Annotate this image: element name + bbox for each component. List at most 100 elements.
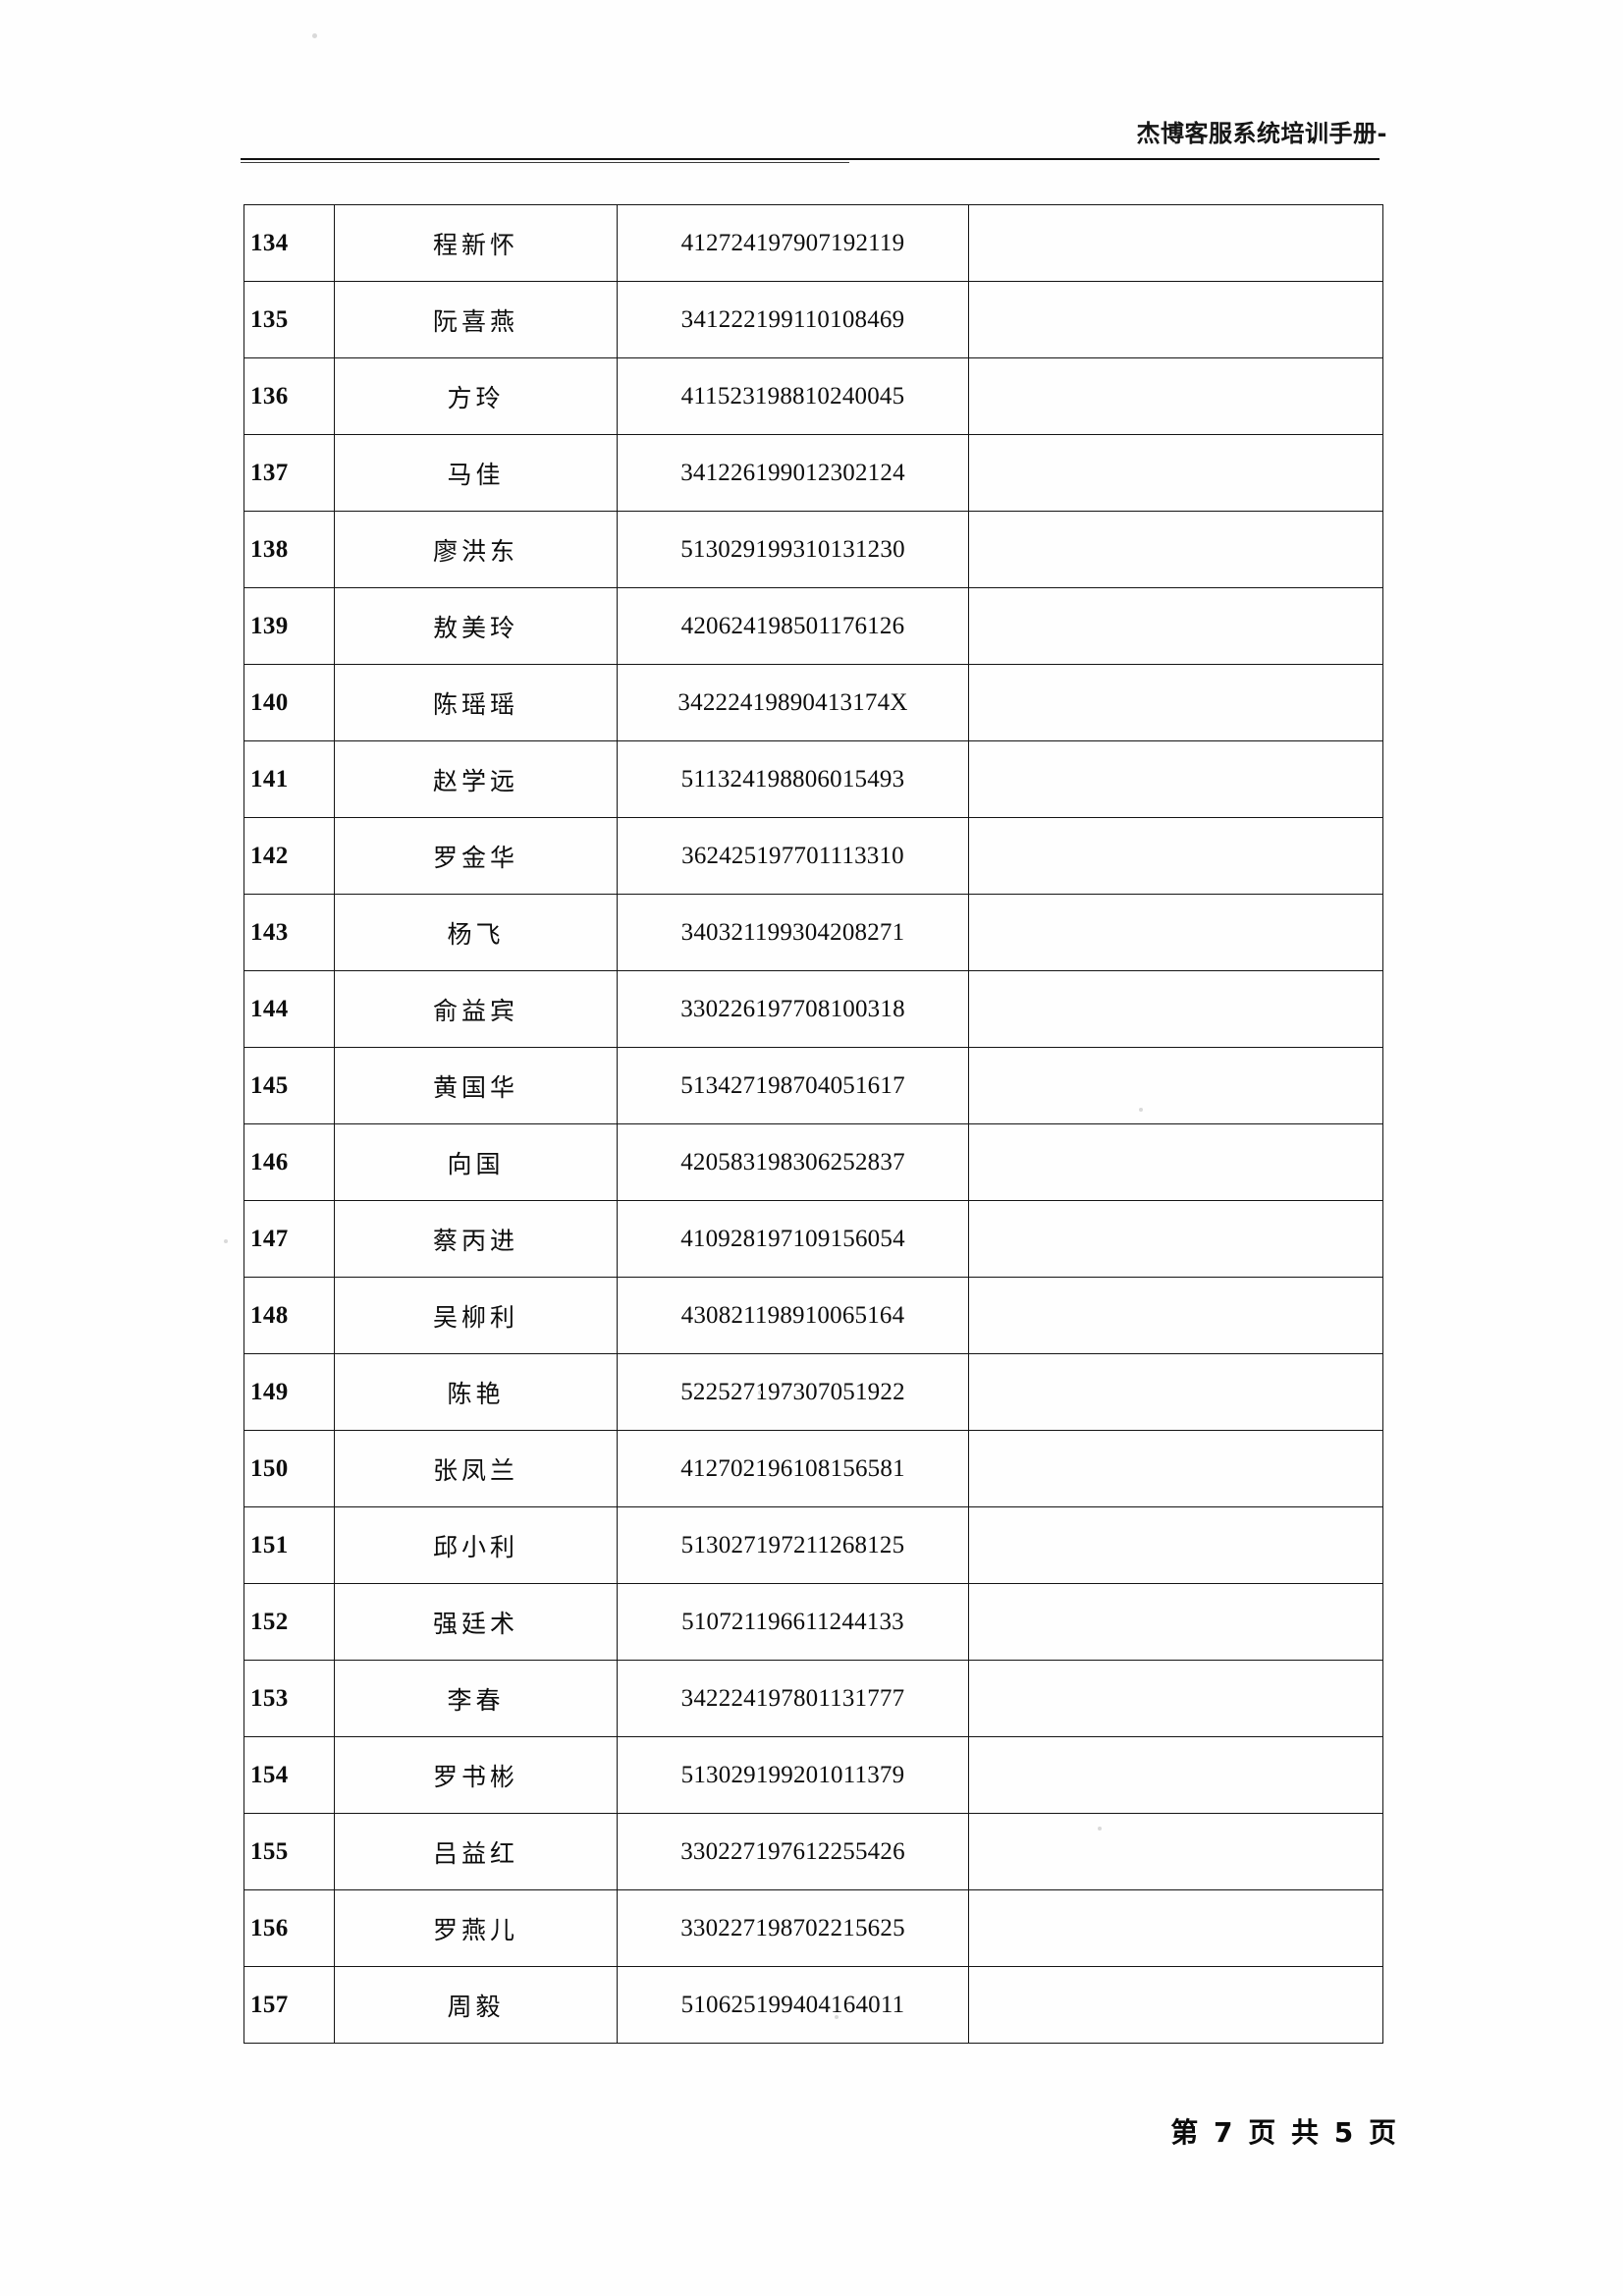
cell-id-number: 341222199110108469 xyxy=(617,281,969,358)
header-divider xyxy=(241,158,1380,163)
cell-note xyxy=(968,894,1383,971)
cell-index: 136 xyxy=(243,357,335,435)
cell-id-number: 342224197801131777 xyxy=(617,1660,969,1737)
cell-index: 141 xyxy=(243,740,335,818)
cell-name: 周毅 xyxy=(334,1966,618,2044)
cell-id-number: 510721196611244133 xyxy=(617,1583,969,1661)
table-row: 139 敖美玲 420624198501176126 xyxy=(243,587,1383,665)
cell-index: 155 xyxy=(243,1813,335,1890)
cell-index: 148 xyxy=(243,1277,335,1354)
cell-id-number: 510625199404164011 xyxy=(617,1966,969,2044)
cell-name: 程新怀 xyxy=(334,204,618,282)
cell-id-number: 513029199201011379 xyxy=(617,1736,969,1814)
page-header: 杰博客服系统培训手册- xyxy=(0,114,1623,173)
table-row: 153 李春 342224197801131777 xyxy=(243,1660,1383,1737)
cell-note xyxy=(968,1736,1383,1814)
cell-id-number: 420583198306252837 xyxy=(617,1123,969,1201)
page-footer: 第 7 页 共 5 页 xyxy=(0,2111,1623,2170)
cell-note xyxy=(968,587,1383,665)
cell-index: 156 xyxy=(243,1889,335,1967)
cell-id-number: 430821198910065164 xyxy=(617,1277,969,1354)
table-row: 150 张凤兰 412702196108156581 xyxy=(243,1430,1383,1507)
cell-id-number: 513029199310131230 xyxy=(617,511,969,588)
cell-note xyxy=(968,1813,1383,1890)
cell-index: 154 xyxy=(243,1736,335,1814)
cell-id-number: 340321199304208271 xyxy=(617,894,969,971)
cell-name: 俞益宾 xyxy=(334,970,618,1048)
cell-note xyxy=(968,664,1383,741)
table-row: 152 强廷术 510721196611244133 xyxy=(243,1583,1383,1661)
cell-name: 强廷术 xyxy=(334,1583,618,1661)
table-row: 147 蔡丙进 410928197109156054 xyxy=(243,1200,1383,1278)
cell-index: 134 xyxy=(243,204,335,282)
cell-id-number: 412724197907192119 xyxy=(617,204,969,282)
roster-table-container: 134 程新怀 412724197907192119 135 阮喜燕 3412221991… xyxy=(243,204,1383,2044)
cell-name: 方玲 xyxy=(334,357,618,435)
cell-id-number: 513427198704051617 xyxy=(617,1047,969,1124)
cell-name: 向国 xyxy=(334,1123,618,1201)
cell-id-number: 330226197708100318 xyxy=(617,970,969,1048)
table-row: 145 黄国华 513427198704051617 xyxy=(243,1047,1383,1124)
roster-table: 134 程新怀 412724197907192119 135 阮喜燕 3412221991… xyxy=(243,204,1383,2044)
cell-note xyxy=(968,1506,1383,1584)
cell-id-number: 410928197109156054 xyxy=(617,1200,969,1278)
cell-id-number: 511324198806015493 xyxy=(617,740,969,818)
table-row: 151 邱小利 513027197211268125 xyxy=(243,1506,1383,1584)
cell-id-number: 522527197307051922 xyxy=(617,1353,969,1431)
cell-name: 敖美玲 xyxy=(334,587,618,665)
cell-index: 144 xyxy=(243,970,335,1048)
cell-index: 143 xyxy=(243,894,335,971)
table-row: 148 吴柳利 430821198910065164 xyxy=(243,1277,1383,1354)
cell-name: 吕益红 xyxy=(334,1813,618,1890)
cell-name: 罗燕儿 xyxy=(334,1889,618,1967)
cell-name: 马佳 xyxy=(334,434,618,512)
cell-note xyxy=(968,1889,1383,1967)
cell-id-number: 34222419890413174X xyxy=(617,664,969,741)
cell-index: 137 xyxy=(243,434,335,512)
cell-index: 152 xyxy=(243,1583,335,1661)
cell-index: 149 xyxy=(243,1353,335,1431)
table-row: 138 廖洪东 513029199310131230 xyxy=(243,511,1383,588)
cell-name: 廖洪东 xyxy=(334,511,618,588)
cell-index: 135 xyxy=(243,281,335,358)
cell-index: 150 xyxy=(243,1430,335,1507)
cell-note xyxy=(968,1047,1383,1124)
table-row: 154 罗书彬 513029199201011379 xyxy=(243,1736,1383,1814)
cell-name: 黄国华 xyxy=(334,1047,618,1124)
scan-speck xyxy=(224,1239,228,1243)
cell-name: 赵学远 xyxy=(334,740,618,818)
cell-note xyxy=(968,511,1383,588)
cell-note xyxy=(968,1277,1383,1354)
cell-index: 139 xyxy=(243,587,335,665)
cell-index: 138 xyxy=(243,511,335,588)
cell-name: 邱小利 xyxy=(334,1506,618,1584)
cell-note xyxy=(968,1430,1383,1507)
cell-name: 蔡丙进 xyxy=(334,1200,618,1278)
cell-id-number: 341226199012302124 xyxy=(617,434,969,512)
cell-note xyxy=(968,970,1383,1048)
cell-note xyxy=(968,204,1383,282)
table-row: 142 罗金华 362425197701113310 xyxy=(243,817,1383,895)
cell-name: 吴柳利 xyxy=(334,1277,618,1354)
cell-id-number: 420624198501176126 xyxy=(617,587,969,665)
table-row: 143 杨飞 340321199304208271 xyxy=(243,894,1383,971)
cell-name: 张凤兰 xyxy=(334,1430,618,1507)
cell-note xyxy=(968,740,1383,818)
cell-note xyxy=(968,1660,1383,1737)
table-row: 136 方玲 411523198810240045 xyxy=(243,357,1383,435)
cell-name: 杨飞 xyxy=(334,894,618,971)
cell-index: 146 xyxy=(243,1123,335,1201)
cell-id-number: 412702196108156581 xyxy=(617,1430,969,1507)
cell-id-number: 362425197701113310 xyxy=(617,817,969,895)
cell-note xyxy=(968,1353,1383,1431)
cell-index: 147 xyxy=(243,1200,335,1278)
table-row: 134 程新怀 412724197907192119 xyxy=(243,204,1383,282)
scan-speck xyxy=(312,33,317,38)
cell-name: 李春 xyxy=(334,1660,618,1737)
table-row: 146 向国 420583198306252837 xyxy=(243,1123,1383,1201)
cell-index: 142 xyxy=(243,817,335,895)
cell-id-number: 330227198702215625 xyxy=(617,1889,969,1967)
cell-index: 140 xyxy=(243,664,335,741)
cell-note xyxy=(968,1123,1383,1201)
